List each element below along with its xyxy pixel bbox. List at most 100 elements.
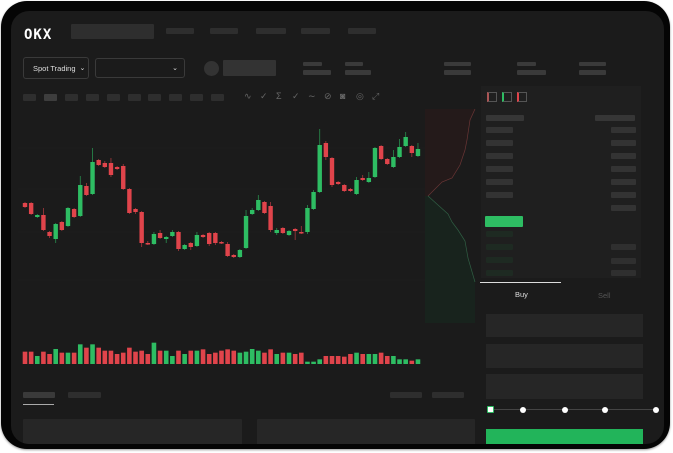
tab-sell[interactable]: Sell xyxy=(598,291,611,300)
search-bar[interactable] xyxy=(71,24,154,39)
depth-asks-line xyxy=(427,108,476,197)
slider-stop-100[interactable] xyxy=(653,407,659,413)
both-sides-icon[interactable] xyxy=(487,92,497,102)
volume-bar xyxy=(84,347,89,364)
volume-bar xyxy=(262,352,267,364)
buy-button[interactable] xyxy=(486,429,643,444)
candle-up xyxy=(78,185,83,216)
slider-stop-75[interactable] xyxy=(602,407,608,413)
asks-only-icon[interactable] xyxy=(517,92,527,102)
volume-bar xyxy=(96,347,101,364)
tab-open-orders[interactable] xyxy=(23,392,55,398)
amount-slider-handle[interactable] xyxy=(487,406,494,413)
volume-bar xyxy=(397,359,402,364)
volume-bar xyxy=(280,352,286,364)
tab-buy[interactable]: Buy xyxy=(515,290,528,299)
nav-item[interactable] xyxy=(166,28,194,34)
camera-icon[interactable]: ◙ xyxy=(340,91,346,101)
pair-selector-dropdown[interactable]: ⌄ xyxy=(95,58,185,78)
volume-bar xyxy=(206,354,212,364)
expand-icon[interactable]: ⤢ xyxy=(372,91,380,101)
okx-logo[interactable]: OKX xyxy=(24,27,53,43)
stat-label xyxy=(303,62,322,66)
candle-up xyxy=(151,234,157,244)
ask-row-amount xyxy=(611,192,636,198)
interval-button[interactable] xyxy=(190,94,203,101)
volume-bar xyxy=(403,359,408,364)
stat-label xyxy=(345,62,363,66)
volume-bar xyxy=(329,356,335,364)
volume-bar xyxy=(157,350,163,364)
interval-button[interactable] xyxy=(148,94,161,101)
chevron-down-icon: ⌄ xyxy=(172,65,178,72)
candle-up xyxy=(274,230,279,233)
candle-up xyxy=(366,178,372,182)
candle-up xyxy=(305,208,310,232)
volume-bar xyxy=(41,351,46,364)
ask-row-price xyxy=(486,192,513,198)
line-icon[interactable]: ∼ xyxy=(308,91,316,101)
volume-bar xyxy=(360,354,365,364)
candles xyxy=(22,129,421,258)
volume-bar xyxy=(194,350,200,364)
tab-order-history[interactable] xyxy=(68,392,101,398)
coin-icon xyxy=(204,61,219,76)
volume-bar xyxy=(237,352,243,364)
slider-stop-25[interactable] xyxy=(520,407,526,413)
interval-button[interactable] xyxy=(65,94,78,101)
volume-bar xyxy=(341,356,347,364)
candle-up xyxy=(170,232,175,236)
formula-icon[interactable]: Σ xyxy=(276,91,282,101)
market-type-dropdown[interactable]: Spot Trading ⌄ xyxy=(23,57,89,79)
volume-bar xyxy=(219,350,224,364)
ask-row-amount xyxy=(611,179,636,185)
trading-screen: OKX Spot Trading ⌄ ⌄ ∿ ✓ Σ ✓ ∼ ⊘ ◙ ◎ ⤢ Buy Sell xyxy=(11,11,664,444)
nav-item[interactable] xyxy=(256,28,286,34)
check-wave-icon[interactable]: ✓ xyxy=(260,91,268,101)
ruler-icon[interactable]: ⊘ xyxy=(324,91,332,101)
check-icon[interactable]: ✓ xyxy=(292,91,300,101)
orderbook-header xyxy=(486,115,524,121)
filter-button[interactable] xyxy=(432,392,464,398)
volume-bar xyxy=(415,359,421,364)
candle-down xyxy=(207,233,212,244)
interval-button[interactable] xyxy=(128,94,141,101)
slider-stop-50[interactable] xyxy=(562,407,568,413)
filter-button[interactable] xyxy=(390,392,422,398)
interval-button[interactable] xyxy=(169,94,182,101)
wave-icon[interactable]: ∿ xyxy=(244,91,252,101)
volume-bar xyxy=(65,352,71,364)
total-input[interactable] xyxy=(486,374,643,399)
volume-bar xyxy=(323,356,329,364)
candle-down xyxy=(268,206,273,230)
candle-down xyxy=(360,178,365,180)
amount-input[interactable] xyxy=(486,344,643,368)
volume-bar xyxy=(133,351,138,364)
target-icon[interactable]: ◎ xyxy=(356,91,364,101)
candle-down xyxy=(335,182,341,184)
interval-button[interactable] xyxy=(86,94,99,101)
amount-slider-track[interactable] xyxy=(491,409,656,410)
candle-up xyxy=(311,192,316,209)
candle-down xyxy=(59,222,65,230)
volume-bar xyxy=(213,352,218,364)
interval-button[interactable] xyxy=(107,94,120,101)
volume-bar xyxy=(176,350,181,364)
candle-down xyxy=(329,158,335,185)
candle-up xyxy=(256,200,261,210)
interval-button[interactable] xyxy=(44,94,57,101)
bid-row-price xyxy=(486,231,513,237)
interval-button[interactable] xyxy=(211,94,224,101)
nav-item[interactable] xyxy=(301,28,330,34)
nav-item[interactable] xyxy=(210,28,238,34)
bid-row-amount xyxy=(611,244,636,250)
interval-button[interactable] xyxy=(23,94,36,101)
price-input[interactable] xyxy=(486,314,643,337)
last-price-badge xyxy=(485,216,523,227)
nav-item[interactable] xyxy=(348,28,376,34)
volume-bar xyxy=(188,350,194,364)
stat-value xyxy=(303,70,331,75)
bids-only-icon[interactable] xyxy=(502,92,512,102)
